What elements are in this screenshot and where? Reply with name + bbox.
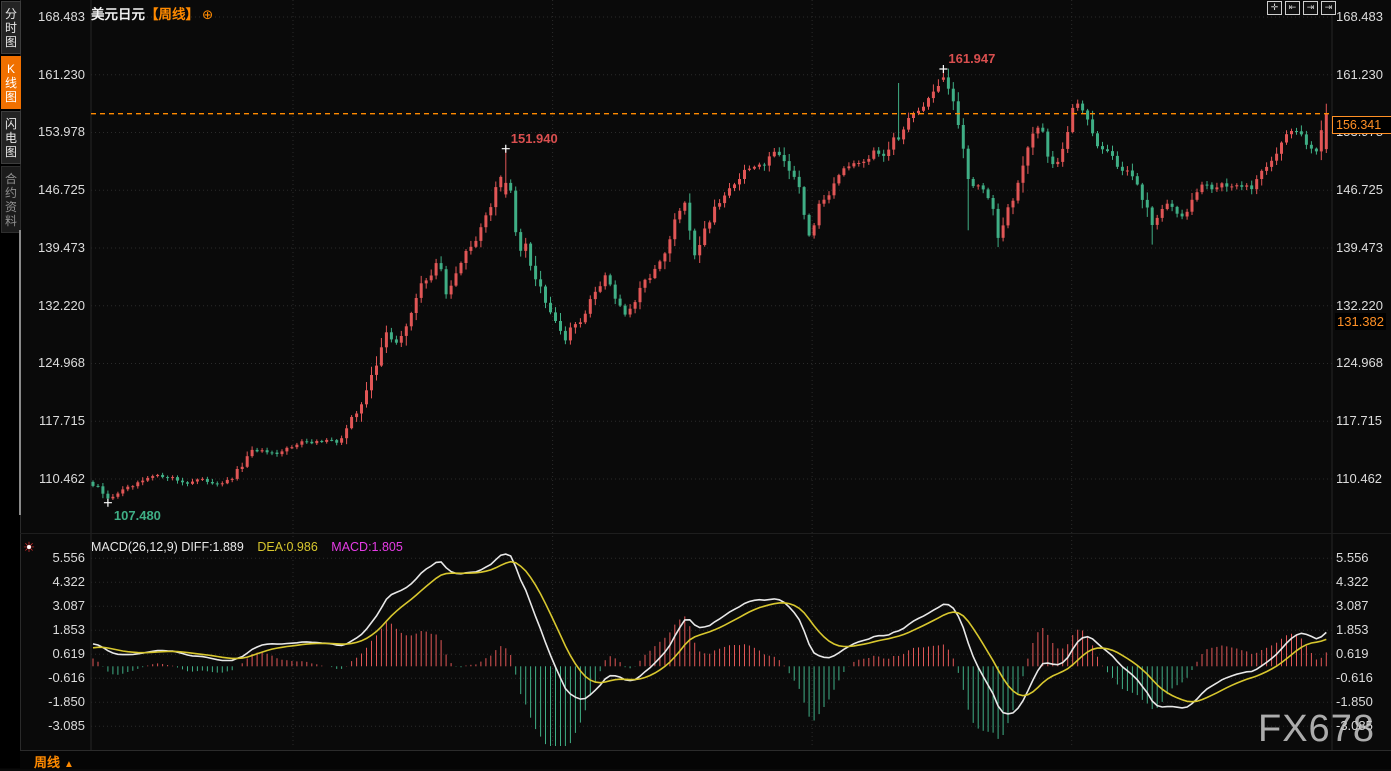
macd-dea-label: DEA:0.986 [257, 540, 318, 554]
add-indicator-icon[interactable]: ⊕ [202, 7, 214, 22]
price-level-marker: 131.382 [1335, 313, 1386, 331]
screen-shift-icon[interactable]: ⇥ [1321, 1, 1336, 15]
current-price-marker: 156.341 [1332, 115, 1391, 134]
sidebar-item-tab-time-chart[interactable]: 分时图 [1, 1, 21, 54]
scale-right-icon[interactable]: ⇥ [1303, 1, 1318, 15]
sidebar-scrollbar[interactable] [19, 230, 21, 515]
period-tag: 【周线】 [145, 7, 199, 22]
sidebar-item-tab-contract-info[interactable]: 合约资料 [1, 166, 21, 233]
symbol-name: 美元日元 [91, 7, 145, 22]
scale-left-icon[interactable]: ⇤ [1285, 1, 1300, 15]
macd-header: MACD(26,12,9) DIFF:1.889 DEA:0.986 MACD:… [91, 540, 403, 554]
bottom-bar: 周线 ▲ [0, 750, 1391, 771]
chart-toolbar: ✛ ⇤ ⇥ ⇥ [1267, 1, 1336, 15]
pan-crosshair-icon[interactable]: ✛ [1267, 1, 1282, 15]
macd-value-label: MACD:1.805 [331, 540, 403, 554]
indicator-settings-icon[interactable]: ✳ [21, 539, 37, 555]
period-selector[interactable]: 周线 ▲ [34, 752, 74, 771]
period-label: 周线 [34, 755, 61, 770]
sidebar-item-tab-lightning-chart[interactable]: 闪电图 [1, 111, 21, 164]
macd-params-diff-label: MACD(26,12,9) DIFF:1.889 [91, 540, 244, 554]
period-arrow-icon: ▲ [64, 759, 74, 770]
chart-title: 美元日元【周线】 ⊕ [91, 3, 213, 23]
